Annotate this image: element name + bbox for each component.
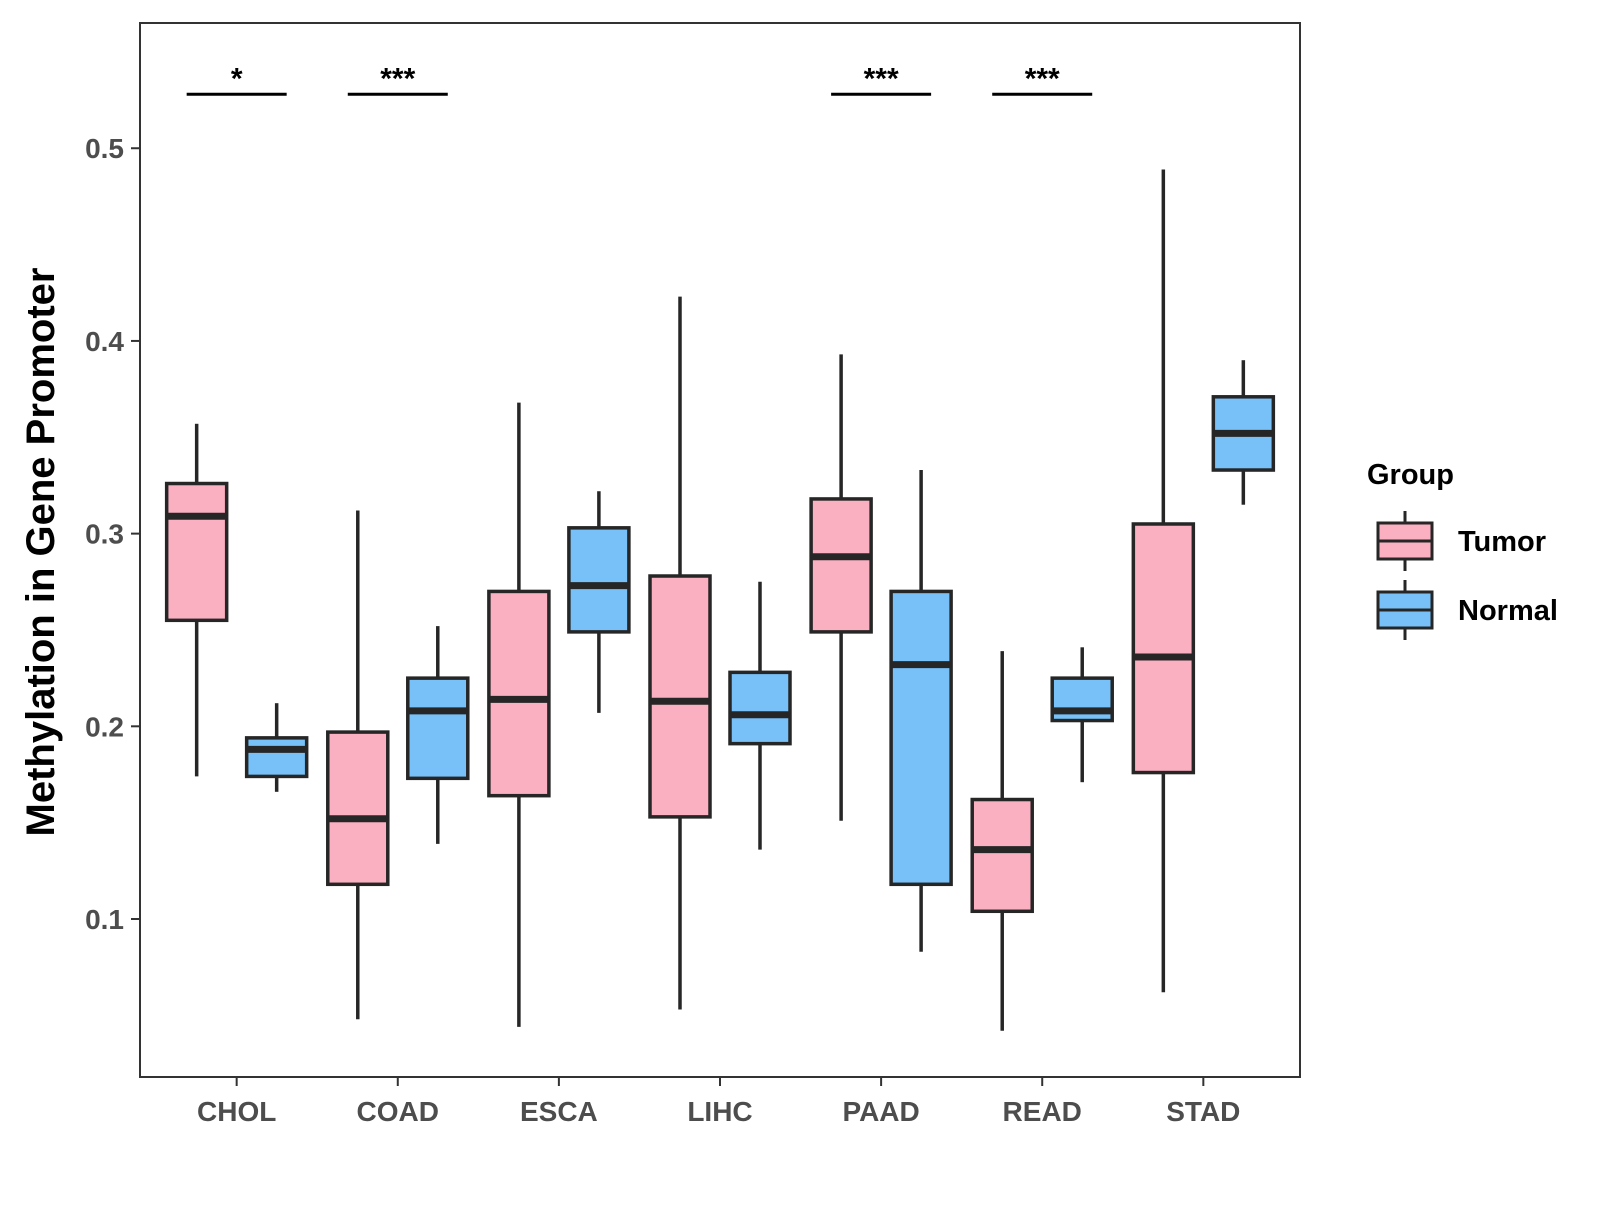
box-body [567,526,631,634]
y-tick-label: 0.4 [85,326,124,357]
box-normal-read [1050,647,1114,783]
legend-item-normal: Normal [1376,580,1558,640]
box-body [889,589,953,887]
y-axis-title: Methylation in Gene Promoter [19,268,63,837]
legend-label: Normal [1458,595,1558,627]
significance-chol: * [186,62,287,96]
box-body [648,574,712,819]
significance-paad: *** [831,62,932,96]
box-body [487,589,551,798]
significance-label: *** [864,62,899,95]
box-body [1131,522,1196,775]
box-tumor-chol [164,423,229,777]
x-axis: CHOL COAD ESCA LIHC PAAD READ STAD [197,1077,1240,1127]
y-tick-label: 0.1 [85,904,124,935]
box-tumor-stad [1131,169,1196,993]
box-tumor-lihc [648,296,712,1010]
box-body [326,730,390,887]
box-body [970,797,1034,914]
box-normal-chol [244,703,309,792]
boxes-layer [164,169,1276,1031]
legend: Group Tumor Normal [1367,459,1558,640]
y-tick-label: 0.2 [85,711,124,742]
legend-item-tumor: Tumor [1376,511,1546,571]
y-axis: 0.1 0.2 0.3 0.4 0.5 [85,133,140,935]
legend-label: Tumor [1458,526,1546,558]
x-tick-label: ESCA [520,1096,598,1127]
box-tumor-read [970,651,1034,1031]
box-normal-esca [567,491,631,713]
box-body [164,481,229,623]
significance-coad: *** [347,62,448,96]
significance-layer: * *** *** *** [186,62,1093,96]
box-normal-paad [889,470,953,952]
box-normal-coad [406,626,470,844]
x-tick-label: CHOL [197,1096,276,1127]
x-tick-label: LIHC [687,1096,752,1127]
y-tick-label: 0.3 [85,519,124,550]
legend-title: Group [1367,459,1454,491]
box-normal-stad [1211,360,1276,505]
box-body [406,676,470,781]
x-tick-label: READ [1003,1096,1082,1127]
box-tumor-coad [326,510,390,1020]
x-tick-label: PAAD [842,1096,919,1127]
box-body [809,497,873,634]
significance-label: * [231,62,243,95]
x-tick-label: COAD [357,1096,439,1127]
box-normal-lihc [728,581,792,850]
significance-label: *** [1025,62,1060,95]
y-tick-label: 0.5 [85,133,124,164]
box-tumor-paad [809,354,873,821]
x-tick-label: STAD [1166,1096,1240,1127]
box-tumor-esca [487,402,551,1027]
plot-panel [139,22,1301,1078]
box-body [244,736,309,779]
box-body [728,670,792,746]
significance-read: *** [992,62,1093,96]
significance-label: *** [380,62,415,95]
